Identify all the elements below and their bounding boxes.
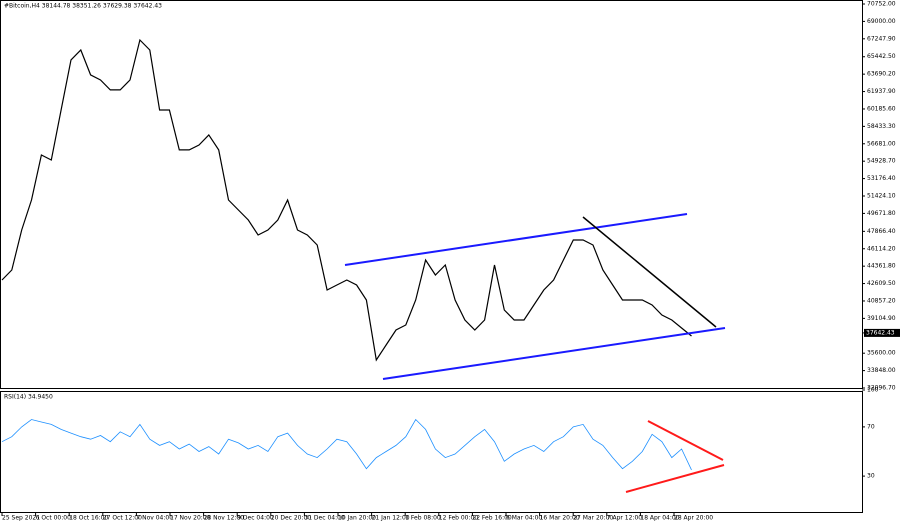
rsi-frame — [0, 391, 863, 513]
x-tick-label: 10 Jan 20:00 — [338, 515, 376, 522]
y-tick-label: 58433.30 — [867, 123, 896, 130]
y-tick-label: 61937.90 — [867, 88, 896, 95]
resistance-line — [582, 216, 717, 328]
x-tick-label: 22 Feb 16:00 — [472, 515, 512, 522]
y-tick-label: 67247.90 — [867, 35, 896, 42]
x-tick-label: 28 Nov 12:00 — [204, 515, 245, 522]
last-price-box — [864, 328, 900, 337]
x-tick-label: 28 Apr 20:00 — [674, 515, 713, 522]
y-tick-label: 65442.50 — [867, 53, 896, 60]
rsi-line — [1, 418, 692, 471]
y-tick-label: 69000.00 — [867, 18, 896, 25]
x-tick-label: 21 Jan 12:00 — [372, 515, 410, 522]
channel-upper — [344, 213, 688, 266]
y-tick-label: 49671.80 — [867, 210, 896, 217]
x-tick-label: 1 Feb 08:00 — [405, 515, 441, 522]
y-tick-label: 32096.70 — [867, 385, 896, 392]
price-title: #Bitcoin,H4 38144.78 38351.26 37629.38 3… — [4, 3, 162, 10]
y-tick-label: 56681.00 — [867, 140, 896, 147]
x-tick-label: 6 Mar 04:00 — [506, 515, 542, 522]
x-tick-label: 20 Dec 20:00 — [271, 515, 312, 522]
price-frame — [0, 0, 863, 389]
x-tick-label: 6 Oct 00:00 — [36, 515, 71, 522]
y-tick-label: 30 — [867, 473, 875, 480]
price-line — [1, 38, 692, 362]
y-tick-label: 100 — [867, 387, 879, 394]
x-tick-label: 9 Dec 04:00 — [237, 515, 274, 522]
last-price-label: 37642.43 — [866, 329, 895, 336]
x-tick-label: 27 Mar 20:00 — [573, 515, 613, 522]
x-tick-label: 17 Nov 20:00 — [170, 515, 211, 522]
x-tick-label: 18 Oct 16:00 — [69, 515, 108, 522]
x-tick-label: 31 Dec 04:00 — [304, 515, 345, 522]
rsi-upper-line — [647, 420, 724, 461]
y-tick-label: 60185.60 — [867, 105, 896, 112]
y-tick-label: 63690.20 — [867, 71, 896, 78]
y-tick-label: 33848.00 — [867, 367, 896, 374]
y-tick-label: 39104.90 — [867, 315, 896, 322]
y-tick-label: 47866.40 — [867, 228, 896, 235]
y-tick-label: 53176.40 — [867, 175, 896, 182]
y-tick-label: 54928.70 — [867, 158, 896, 165]
x-tick-label: 25 Sep 2021 — [2, 515, 40, 522]
y-tick-label: 44361.80 — [867, 263, 896, 270]
x-tick-label: 7 Nov 04:00 — [136, 515, 173, 522]
y-tick-label: 35600.00 — [867, 350, 896, 357]
y-tick-label: 40857.20 — [867, 297, 896, 304]
rsi-title: RSI(14) 34.9450 — [4, 394, 53, 401]
y-tick-label: 42609.50 — [867, 280, 896, 287]
x-tick-label: 18 Apr 04:00 — [640, 515, 679, 522]
x-tick-label: 12 Feb 00:00 — [439, 515, 479, 522]
y-tick-label: 70752.00 — [867, 1, 896, 8]
y-tick-label: 51424.10 — [867, 193, 896, 200]
y-tick-label: 70 — [867, 423, 875, 430]
x-tick-label: 16 Mar 20:00 — [540, 515, 580, 522]
rsi-lower-line — [625, 464, 725, 493]
channel-lower — [382, 327, 726, 380]
x-tick-label: 7 Apr 12:00 — [607, 515, 642, 522]
x-tick-label: 27 Oct 12:00 — [103, 515, 142, 522]
y-tick-label: 46114.20 — [867, 245, 896, 252]
